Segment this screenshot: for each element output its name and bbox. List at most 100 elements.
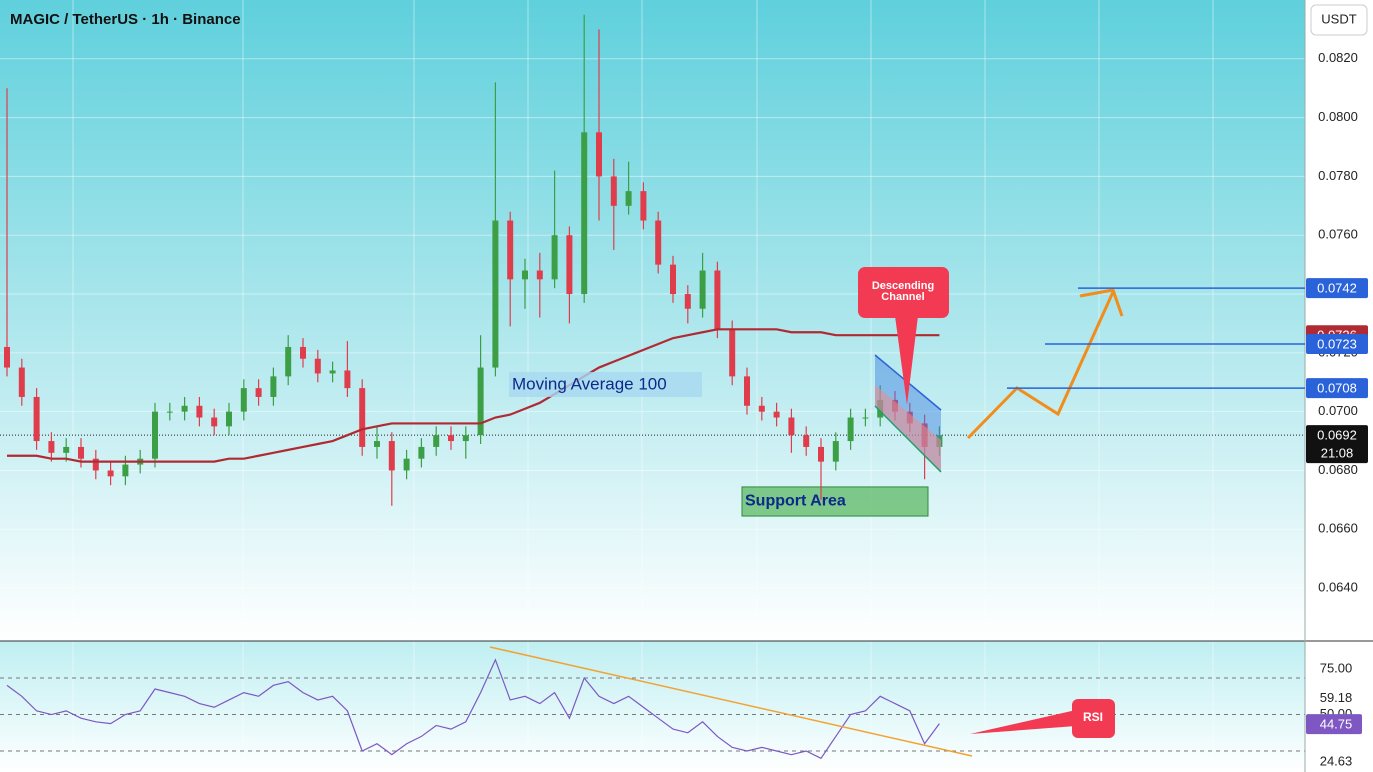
channel-callout: [858, 267, 949, 318]
y-tick-label: 0.0700: [1318, 403, 1358, 418]
candle-body: [122, 464, 129, 477]
current-price-tag: [1306, 425, 1368, 464]
currency[interactable]: USDT: [1321, 11, 1356, 26]
candle-body: [566, 235, 573, 295]
candle-body: [610, 176, 617, 206]
y-tick-label: 0.0640: [1318, 580, 1358, 595]
y-tick-label: 75.00: [1320, 660, 1353, 675]
candle-body: [418, 446, 425, 459]
y-tick-label: 0.0760: [1318, 227, 1358, 242]
candle-body: [684, 294, 691, 309]
candle-body: [226, 411, 232, 427]
channel-lower-fill: [875, 385, 941, 472]
support-area-label: Support Area: [745, 493, 846, 510]
candle-body: [359, 388, 366, 447]
channel-callout-pointer: [895, 316, 918, 405]
candle-body: [581, 132, 588, 295]
moving-average-label: Moving Average 100: [512, 374, 667, 393]
candle-body: [181, 405, 188, 412]
candle-body: [714, 270, 721, 330]
price-level-tag: [1306, 378, 1368, 399]
rsi-marker-tag: [1306, 714, 1362, 735]
candle-body: [152, 411, 158, 459]
candle-body: [744, 376, 750, 406]
candle-body: [33, 396, 40, 442]
candle-body: [536, 270, 543, 280]
candle-body: [507, 220, 514, 280]
rsi-marker-label: 59.18: [1320, 690, 1353, 705]
channel-callout-text: Descending: [872, 280, 934, 292]
candle-body: [18, 367, 25, 397]
candle-body: [832, 441, 839, 462]
candle-body: [329, 370, 336, 374]
candle-body: [699, 270, 706, 309]
candle-body: [4, 346, 10, 368]
candle-body: [240, 388, 247, 412]
price-level-label: 0.0723: [1317, 336, 1357, 351]
candle-body: [729, 329, 736, 377]
candle-body: [670, 264, 676, 295]
channel-callout-text: Channel: [881, 291, 924, 303]
time-grid: [72, 0, 1214, 772]
candle-body: [166, 411, 173, 413]
candle-body: [847, 417, 854, 442]
candle-body: [625, 191, 632, 206]
candle-body: [862, 417, 869, 419]
rsi-marker-label: 44.75: [1320, 717, 1353, 732]
moving-average: [7, 328, 940, 463]
rsi-callout: [1072, 699, 1115, 738]
candle-body: [314, 358, 321, 374]
candle-body: [48, 441, 55, 453]
rsi-marker-tag: [1306, 687, 1362, 708]
price-pane: [0, 0, 1305, 641]
y-tick-label: 0.0660: [1318, 521, 1358, 536]
candle-body: [211, 417, 218, 427]
moving-average-label-bg: [509, 372, 702, 397]
candle-body: [403, 458, 410, 471]
y-tick-label: 0.0780: [1318, 168, 1358, 183]
candle-body: [270, 376, 277, 397]
y-tick-label: 0.0680: [1318, 462, 1358, 477]
candle-body: [196, 405, 203, 418]
currency-button[interactable]: [1310, 4, 1368, 36]
candle-body: [788, 417, 795, 436]
candle-body: [640, 191, 647, 221]
price-level-tag: [1306, 334, 1368, 355]
candle-body: [596, 132, 602, 177]
candle-body: [285, 346, 292, 377]
candle-body: [344, 370, 351, 389]
candle-body: [655, 220, 662, 265]
candle-body: [818, 446, 824, 462]
countdown: 21:08: [1321, 446, 1354, 461]
candle-body: [107, 470, 114, 477]
candle-body: [462, 435, 469, 442]
candle-body: [300, 346, 306, 359]
rsi-callout-pointer: [970, 710, 1076, 734]
candle-body: [477, 367, 484, 436]
candle-body: [803, 435, 810, 447]
chart-title: MAGIC / TetherUS · 1h · Binance: [10, 11, 241, 28]
candle-body: [522, 270, 528, 280]
candle-body: [63, 446, 70, 453]
current-price-label: 0.0692: [1317, 428, 1357, 443]
rsi-callout-text: RSI: [1083, 710, 1103, 724]
candle-body: [388, 441, 395, 471]
projection-path: [966, 291, 1115, 440]
candle-body: [551, 235, 558, 280]
y-tick-label: 0.0820: [1318, 50, 1358, 65]
price-level-label: 0.0708: [1317, 381, 1357, 396]
support-area: [741, 486, 929, 517]
candle-body: [374, 441, 380, 447]
rsi-line: [6, 658, 940, 760]
rsi-marker-label: 24.63: [1320, 753, 1353, 768]
candle-body: [758, 405, 765, 412]
rsi-trendline: [489, 646, 973, 757]
rsi-marker-tag: [1306, 750, 1362, 771]
candle-body: [773, 411, 780, 418]
candle-body: [492, 220, 499, 368]
candle-body: [255, 388, 262, 397]
candle-body: [448, 435, 454, 442]
candle-body: [92, 458, 99, 471]
price-level-label: 0.0742: [1317, 281, 1357, 296]
